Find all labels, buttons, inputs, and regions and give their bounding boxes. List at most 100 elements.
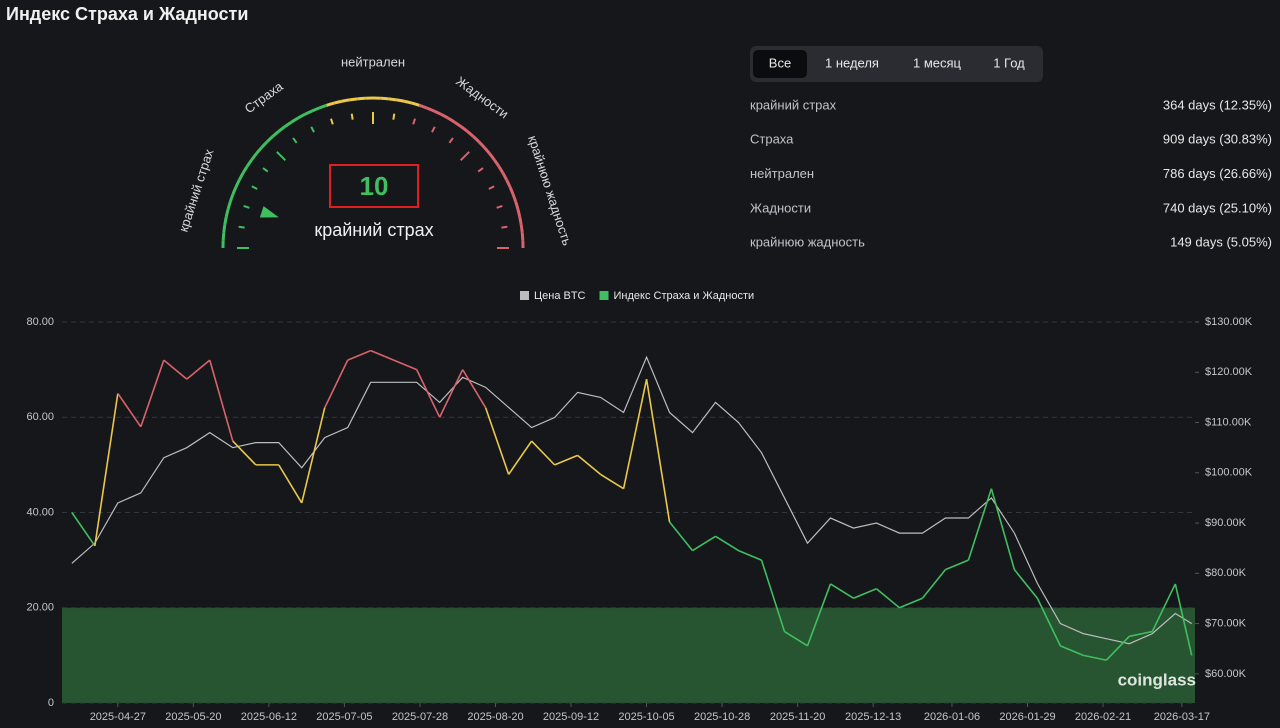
gauge-needle (259, 206, 279, 218)
gauge-arc (250, 152, 258, 161)
gauge-tick (238, 225, 245, 229)
stat-label: нейтрален (750, 166, 814, 181)
index-line-segment (438, 369, 464, 418)
y-tick-label: 80.00 (26, 316, 54, 328)
gauge-tick (477, 167, 484, 173)
gauge-tick (251, 185, 258, 190)
gauge-arc (460, 125, 469, 133)
y2-tick-label: $70.00K (1205, 617, 1247, 629)
legend-label[interactable]: Цена BTC (534, 290, 586, 302)
gauge-arc (453, 120, 463, 128)
gauge-arc (411, 101, 420, 107)
index-line-segment (186, 359, 211, 380)
index-line-segment (577, 454, 602, 476)
gauge-arc (255, 146, 263, 155)
gauge-arc (516, 208, 522, 218)
legend-swatch[interactable] (599, 291, 609, 300)
gauge-tick (412, 118, 416, 125)
gauge-arc (234, 179, 241, 188)
gauge-arc (466, 130, 475, 138)
tab-bar (750, 46, 1043, 82)
legend-swatch[interactable] (520, 291, 529, 300)
gauge-arc (271, 130, 280, 138)
tab-active (753, 50, 807, 78)
x-tick-label: 2025-12-13 (845, 711, 901, 723)
index-line-segment (853, 587, 877, 599)
gauge-arc (388, 97, 397, 102)
legend-label[interactable]: Индекс Страха и Жадности (614, 290, 755, 302)
index-line-segment (1083, 654, 1107, 661)
index-line-segment (1151, 583, 1177, 632)
gauge-tick (243, 205, 250, 209)
gauge-arc (380, 96, 389, 101)
x-tick-label: 2025-08-20 (467, 711, 523, 723)
index-line-segment (967, 488, 993, 561)
tab[interactable]: 1 неделя (825, 55, 879, 70)
index-line-segment (71, 512, 96, 547)
gauge-tick (276, 151, 287, 162)
gauge-arc (520, 232, 525, 241)
gauge-arc (283, 120, 293, 128)
gauge-label: крайний страх (314, 220, 433, 240)
gauge-tick (310, 126, 315, 133)
gauge-arc (508, 186, 515, 195)
index-line-segment (692, 535, 716, 552)
stat-value: 364 days (12.35%) (1163, 97, 1272, 112)
gauge-arc (447, 116, 456, 124)
gauge-arc (349, 97, 358, 102)
gauge-arc (333, 99, 343, 105)
index-line-segment (830, 583, 854, 599)
gauge-arc (311, 106, 320, 113)
gauge-arc (483, 146, 491, 155)
x-tick-label: 2025-04-27 (90, 711, 146, 723)
tab[interactable]: Все (769, 55, 791, 70)
index-line-segment (94, 393, 119, 546)
gauge-arc (231, 186, 238, 195)
value-box (329, 164, 419, 208)
stat-label: Жадности (750, 200, 811, 215)
index-line-segment (806, 583, 832, 647)
x-tick-label: 2026-03-17 (1154, 711, 1210, 723)
gauge-arc (497, 165, 505, 174)
x-tick-label: 2026-01-29 (999, 711, 1055, 723)
gauge-arc (241, 165, 249, 174)
tab[interactable]: 1 месяц (913, 55, 962, 70)
gauge-arc (224, 208, 230, 218)
gauge-tick (501, 225, 508, 229)
gauge-tick (448, 137, 454, 144)
gauge-arc (426, 106, 435, 113)
gauge-tick (431, 126, 436, 133)
stat-label: крайнюю жадность (750, 235, 865, 250)
x-tick-label: 2025-11-20 (770, 711, 825, 723)
index-line-segment (300, 407, 326, 504)
index-line-segment (370, 349, 394, 361)
index-line-segment (1105, 635, 1130, 661)
gauge-value: 10 (360, 171, 389, 201)
tab[interactable]: 1 Год (993, 55, 1025, 70)
stat-value: 909 days (30.83%) (1163, 132, 1272, 147)
gauge-arc (228, 193, 235, 203)
gauge-arc (260, 140, 268, 149)
gauge-arc (501, 172, 508, 181)
y-tick-label: 20.00 (26, 602, 54, 614)
gauge-arc (440, 113, 449, 120)
index-line-segment (484, 407, 510, 475)
index-line-segment (554, 454, 578, 466)
index-line-segment (507, 440, 533, 475)
index-line-segment (393, 359, 417, 371)
x-tick-label: 2025-09-12 (543, 711, 599, 723)
watermark: coinglass (1118, 670, 1196, 689)
gauge-arc (318, 103, 328, 110)
y2-tick-label: $80.00K (1205, 567, 1247, 579)
index-line-segment (945, 559, 969, 571)
gauge-tick (459, 151, 470, 162)
gauge-arc (245, 158, 253, 168)
index-line-segment (209, 359, 234, 442)
page-title: Индекс Страха и Жадности (6, 4, 248, 24)
gauge-arc (277, 125, 286, 133)
gauge-scale-label: Страха (242, 78, 287, 116)
y2-tick-label: $130.00K (1205, 316, 1253, 328)
gauge-arc (341, 98, 350, 103)
stat-value: 786 days (26.66%) (1163, 166, 1272, 181)
index-line-segment (140, 359, 165, 428)
